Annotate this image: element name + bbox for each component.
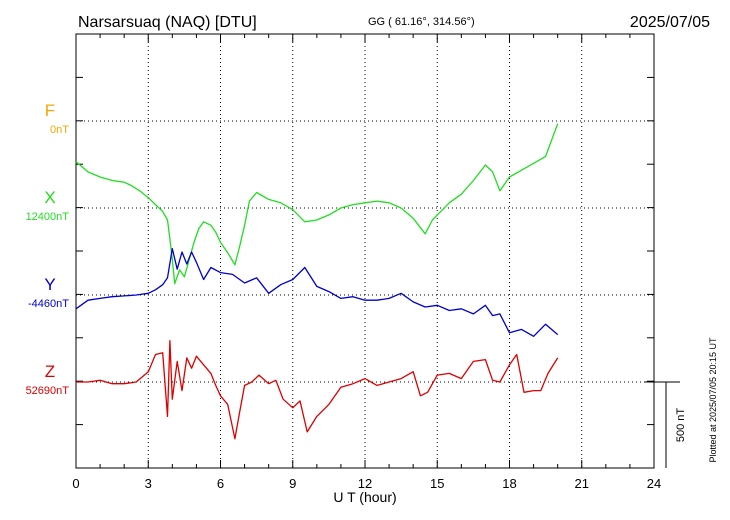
- series-baseline-z: 52690nT: [26, 385, 70, 397]
- x-tick-label: 6: [217, 476, 224, 491]
- series-line-z: [76, 340, 559, 440]
- date-title: 2025/07/05: [630, 14, 710, 31]
- series-lines: [75, 123, 559, 440]
- series-baseline-f: 0nT: [50, 124, 69, 136]
- series-labels: F 0nT X 12400nT Y -4460nT Z 52690nT: [26, 101, 70, 397]
- x-tick-labels: 0 3 6 9 12 15 18 21 24: [72, 476, 661, 491]
- series-name-y: Y: [44, 275, 55, 294]
- series-name-x: X: [44, 188, 55, 207]
- x-tick-label: 12: [358, 476, 372, 491]
- x-tick-label: 21: [575, 476, 589, 491]
- scale-bar: 500 nT: [644, 381, 687, 468]
- x-tick-label: 18: [502, 476, 516, 491]
- x-tick-label: 0: [72, 476, 79, 491]
- plotted-note: Plotted at 2025/07/05 20:15 UT: [708, 337, 718, 463]
- x-tick-label: 24: [647, 476, 661, 491]
- x-tick-label: 15: [430, 476, 444, 491]
- coordinates: GG ( 61.16°, 314.56°): [368, 16, 475, 28]
- series-name-f: F: [45, 101, 55, 120]
- series-line-y: [75, 247, 559, 337]
- x-axis-label: U T (hour): [333, 489, 396, 505]
- grid: [76, 34, 654, 468]
- series-name-z: Z: [45, 362, 55, 381]
- series-baseline-y: -4460nT: [28, 298, 69, 310]
- ticks: [75, 33, 655, 469]
- series-line-x: [75, 123, 559, 285]
- series-baseline-x: 12400nT: [26, 211, 70, 223]
- x-tick-label: 3: [145, 476, 152, 491]
- station-title: Narsarsuaq (NAQ) [DTU]: [78, 14, 257, 31]
- x-tick-label: 9: [289, 476, 296, 491]
- scale-bar-label: 500 nT: [675, 408, 687, 443]
